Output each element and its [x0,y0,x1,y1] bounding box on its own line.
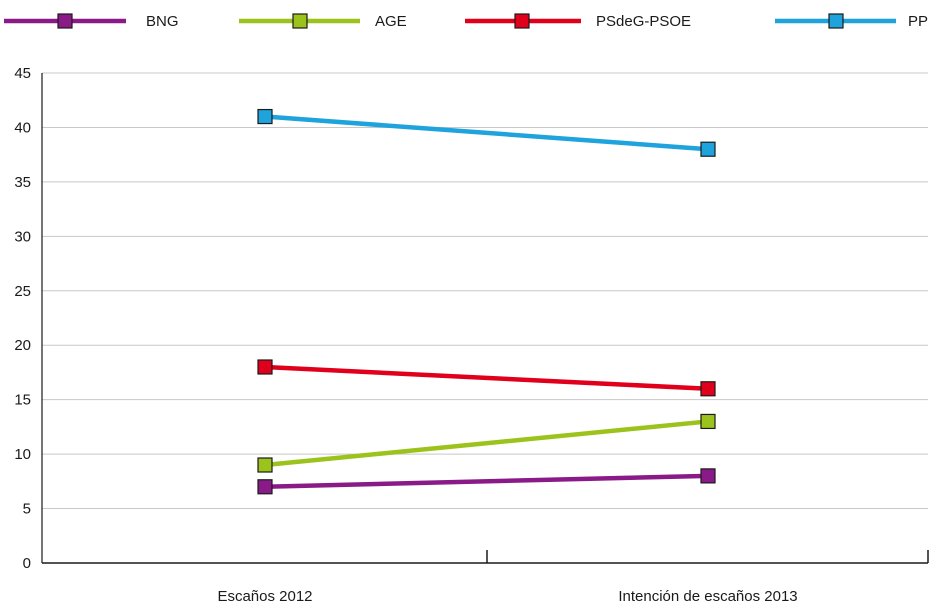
y-tick-label-5: 5 [23,501,31,518]
series-lines [257,108,716,495]
series-marker-bng-1 [700,468,716,484]
series-line-age [264,419,709,468]
legend-marker-age [292,13,308,29]
series-marker-bng-0 [257,479,273,495]
legend-marker-psdeg-psoe [514,13,530,29]
series-marker-age-0 [257,457,273,473]
series-marker-pp-0 [257,108,273,125]
y-tick-label-15: 15 [14,392,31,409]
y-tick-label-0: 0 [23,555,31,572]
y-tick-label-45: 45 [14,65,31,82]
x-category-label-1: Intención de escaños 2013 [618,588,797,603]
y-tick-label-30: 30 [14,228,31,245]
legend-label-psdeg-psoe: PSdeG-PSOE [596,13,691,30]
x-category-label-0: Escaños 2012 [217,588,312,603]
series-marker-psdeg-psoe-1 [700,381,716,397]
legend-label-pp: PP [908,13,928,30]
series-line-pp [264,114,709,152]
series-marker-age-1 [700,413,716,430]
legend-label-bng: BNG [146,13,179,30]
gridlines [42,72,928,510]
y-tick-label-25: 25 [14,283,31,300]
series-marker-psdeg-psoe-0 [257,359,273,375]
y-tick-label-20: 20 [14,337,31,354]
legend: BNG AGE PSdeG-PSOE PP [4,13,928,30]
y-tick-label-40: 40 [14,119,31,136]
series-line-bng [264,473,709,490]
y-tick-label-35: 35 [14,174,31,191]
y-tick-label-10: 10 [14,446,31,463]
legend-marker-bng [57,13,73,29]
legend-label-age: AGE [375,13,407,30]
series-marker-pp-1 [700,141,716,157]
x-axis-categories: Escaños 2012 Intención de escaños 2013 [217,588,797,603]
legend-marker-pp [828,13,844,29]
series-line-psdeg-psoe [264,364,709,392]
axes [41,73,929,564]
y-axis-ticks: 0 5 10 15 20 25 30 35 40 45 [14,65,31,572]
